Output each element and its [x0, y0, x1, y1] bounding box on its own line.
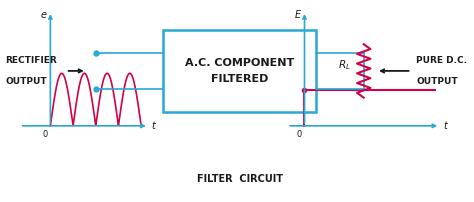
Text: 0: 0 — [42, 130, 47, 139]
Text: 0: 0 — [296, 130, 301, 139]
Text: E: E — [294, 10, 301, 20]
Text: e: e — [41, 10, 46, 20]
Text: A.C. COMPONENT
FILTERED: A.C. COMPONENT FILTERED — [185, 58, 294, 84]
Text: OUTPUT: OUTPUT — [416, 77, 458, 86]
Text: OUTPUT: OUTPUT — [6, 77, 47, 86]
Text: RECTIFIER: RECTIFIER — [6, 56, 57, 65]
Text: $R_L$: $R_L$ — [337, 58, 350, 72]
Text: FILTER  CIRCUIT: FILTER CIRCUIT — [197, 174, 283, 184]
Bar — [163, 30, 316, 112]
Text: t: t — [443, 121, 447, 131]
Text: t: t — [152, 121, 155, 131]
Text: PURE D.C.: PURE D.C. — [416, 56, 467, 65]
